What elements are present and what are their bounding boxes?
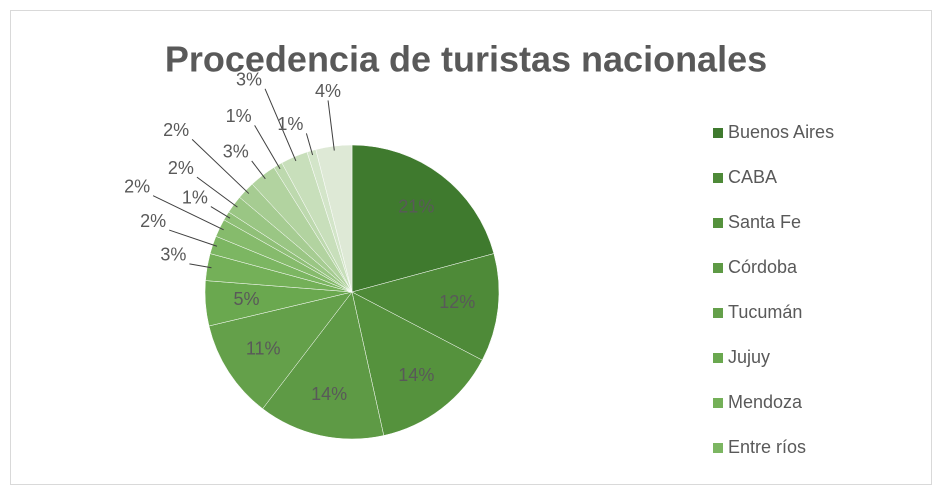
legend-swatch <box>713 128 723 138</box>
pie-slice <box>351 253 500 361</box>
legend-label: Entre ríos <box>728 437 806 457</box>
data-label: 2% <box>140 211 166 231</box>
leader-line <box>191 139 250 194</box>
data-label: 3% <box>160 245 186 265</box>
data-label: 14% <box>398 365 434 385</box>
data-label: 5% <box>233 289 259 309</box>
chart-title: Procedencia de turistas nacionales <box>165 39 767 80</box>
pie-slice <box>351 291 483 436</box>
leader-line <box>152 195 224 231</box>
pie-slice <box>208 291 353 410</box>
leader-line <box>210 206 231 219</box>
leader-line <box>305 133 314 156</box>
legend-label: Mendoza <box>728 392 803 412</box>
legend-label: Jujuy <box>728 347 770 367</box>
leader-line <box>254 125 281 170</box>
legend-swatch <box>713 308 723 318</box>
data-label: 2% <box>124 176 150 196</box>
leader-line <box>196 176 238 208</box>
leader-line <box>264 88 297 162</box>
leader-line <box>251 160 266 180</box>
legend-swatch <box>713 398 723 408</box>
legend-label: Córdoba <box>728 257 798 277</box>
data-label: 3% <box>223 142 249 162</box>
legend-swatch <box>713 173 723 183</box>
data-label: 14% <box>311 384 347 404</box>
data-label: 4% <box>315 81 341 101</box>
legend-swatch <box>713 443 723 453</box>
data-label: 12% <box>439 292 475 312</box>
legend-label: Santa Fe <box>728 212 801 232</box>
pie-slice <box>262 291 385 440</box>
pie-slice <box>351 144 495 293</box>
data-label: 2% <box>163 120 189 140</box>
legend-label: CABA <box>728 167 777 187</box>
data-label: 11% <box>246 338 281 358</box>
leader-line <box>327 100 335 151</box>
data-label: 1% <box>226 106 252 126</box>
data-label: 2% <box>168 158 194 178</box>
leader-line <box>189 263 212 269</box>
leader-line <box>169 229 218 247</box>
data-label: 21% <box>398 197 434 217</box>
legend-swatch <box>713 353 723 363</box>
legend-label: Buenos Aires <box>728 122 834 142</box>
data-label: 1% <box>182 187 208 207</box>
legend-label: Tucumán <box>728 302 802 322</box>
data-label: 3% <box>236 70 262 90</box>
legend-swatch <box>713 218 723 228</box>
data-label: 1% <box>277 114 303 134</box>
legend-swatch <box>713 263 723 273</box>
